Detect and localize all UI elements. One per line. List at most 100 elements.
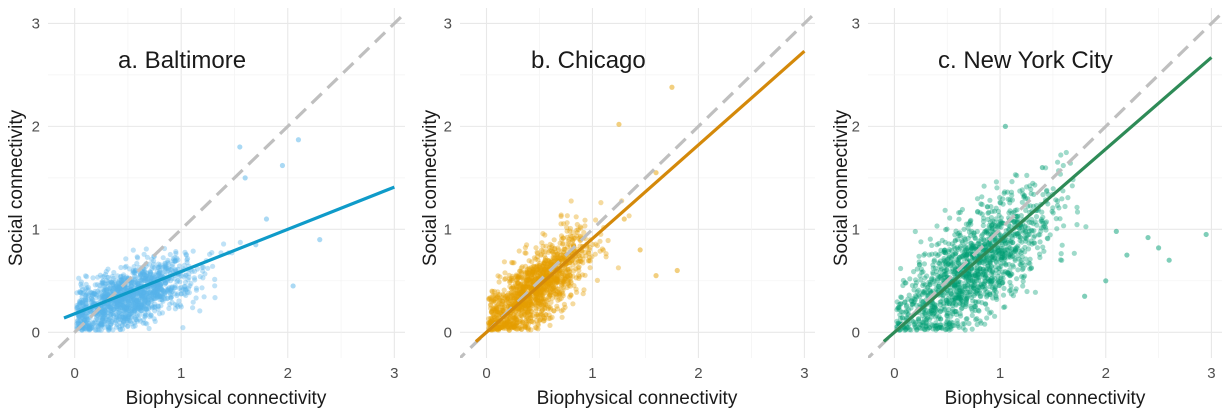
- data-point: [89, 324, 95, 330]
- data-point: [100, 309, 106, 315]
- data-point: [912, 297, 919, 303]
- data-point: [576, 268, 582, 274]
- data-point: [141, 290, 147, 296]
- data-point: [546, 260, 552, 267]
- data-point: [92, 291, 98, 297]
- data-point: [98, 321, 104, 327]
- data-point: [131, 308, 137, 314]
- data-point: [168, 285, 174, 291]
- data-point: [160, 294, 166, 300]
- data-point: [102, 303, 108, 310]
- data-point: [939, 325, 945, 332]
- data-point: [153, 272, 159, 278]
- data-point: [130, 292, 136, 298]
- data-point: [898, 301, 904, 307]
- data-point: [922, 275, 928, 281]
- data-point: [536, 292, 543, 298]
- data-point: [185, 255, 191, 262]
- data-point: [118, 277, 124, 283]
- data-point: [966, 229, 973, 235]
- data-point: [548, 280, 554, 286]
- data-point: [154, 289, 160, 296]
- data-point: [957, 292, 963, 299]
- outlier-point: [1203, 231, 1209, 238]
- data-point: [957, 295, 964, 301]
- data-point: [502, 320, 508, 326]
- data-point: [930, 269, 936, 276]
- data-point: [142, 278, 148, 284]
- data-point: [929, 275, 935, 281]
- data-point: [1039, 218, 1045, 224]
- data-point: [946, 300, 952, 306]
- data-point: [989, 253, 995, 259]
- data-point: [546, 293, 553, 299]
- data-point: [490, 311, 496, 317]
- data-point: [980, 266, 986, 272]
- data-point: [105, 313, 111, 320]
- data-point: [972, 281, 978, 287]
- data-point: [100, 310, 106, 316]
- data-point: [998, 220, 1004, 226]
- data-point: [535, 321, 541, 327]
- data-point: [110, 282, 116, 288]
- data-point: [1049, 208, 1055, 214]
- data-point: [952, 264, 958, 270]
- data-point: [540, 297, 547, 303]
- data-point: [924, 285, 931, 291]
- data-point: [112, 284, 118, 290]
- data-point: [492, 308, 498, 314]
- data-point: [529, 283, 535, 289]
- data-point: [528, 327, 534, 333]
- data-point: [1034, 222, 1040, 228]
- data-point: [1020, 227, 1026, 233]
- data-point: [896, 304, 902, 310]
- data-point: [169, 299, 175, 306]
- data-point: [993, 259, 1000, 265]
- data-point: [533, 291, 539, 297]
- data-point: [120, 326, 126, 332]
- outlier-point: [237, 144, 243, 150]
- data-point: [141, 297, 147, 303]
- data-point: [964, 252, 970, 258]
- data-point: [154, 294, 160, 300]
- data-point: [124, 308, 130, 314]
- data-point: [963, 274, 970, 280]
- data-point: [122, 305, 128, 311]
- data-point: [565, 239, 571, 245]
- data-point: [930, 271, 936, 277]
- data-point: [149, 295, 155, 301]
- data-point: [87, 326, 93, 332]
- data-point: [915, 316, 922, 322]
- data-point: [964, 252, 970, 258]
- data-point: [120, 296, 126, 302]
- data-point: [945, 291, 951, 297]
- data-point: [170, 288, 176, 295]
- data-point: [938, 247, 944, 253]
- data-point: [492, 307, 499, 313]
- data-point: [498, 297, 504, 303]
- data-point: [920, 320, 926, 326]
- data-point: [553, 280, 559, 286]
- data-point: [984, 236, 990, 243]
- data-point: [1008, 250, 1014, 256]
- data-point: [558, 221, 564, 227]
- data-point: [554, 273, 560, 279]
- data-point: [99, 317, 106, 323]
- data-point: [120, 276, 126, 282]
- data-point: [117, 310, 123, 316]
- data-point: [975, 209, 981, 215]
- data-point: [894, 299, 900, 305]
- data-point: [140, 295, 146, 301]
- data-point: [127, 293, 133, 299]
- data-point: [491, 314, 497, 320]
- data-point: [989, 257, 995, 263]
- data-point: [529, 275, 535, 281]
- data-point: [1007, 245, 1013, 251]
- data-point: [969, 282, 975, 288]
- data-point: [957, 245, 963, 251]
- data-point: [938, 272, 945, 278]
- data-point: [486, 316, 492, 322]
- data-point: [550, 249, 556, 255]
- data-point: [905, 324, 911, 330]
